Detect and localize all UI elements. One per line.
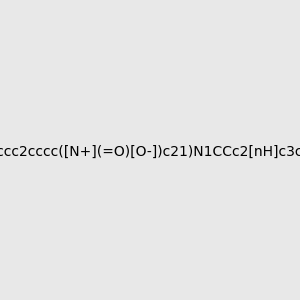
Text: O=C(Cn1ccc2cccc([N+](=O)[O-])c21)N1CCc2[nH]c3ccccc3c2C1: O=C(Cn1ccc2cccc([N+](=O)[O-])c21)N1CCc2[… [0,145,300,158]
